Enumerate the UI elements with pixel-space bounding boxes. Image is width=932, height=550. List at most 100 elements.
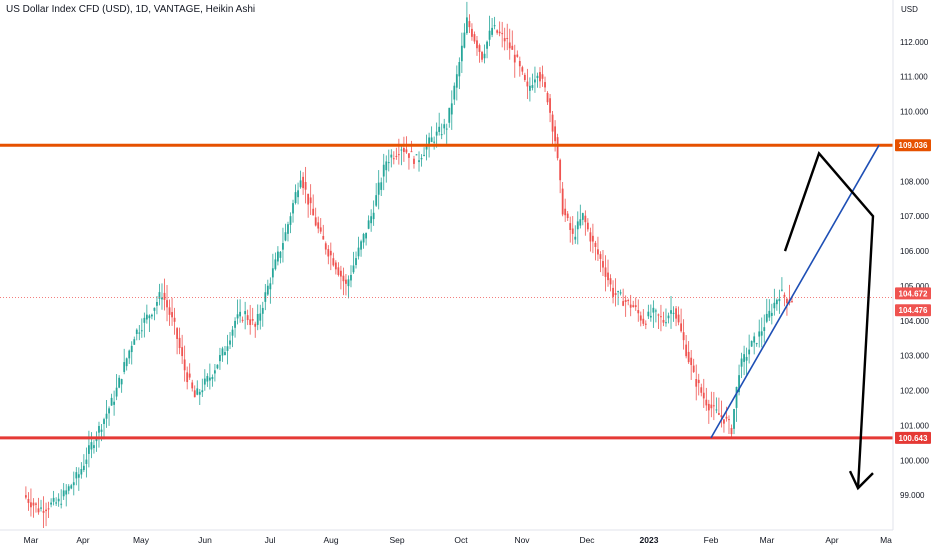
candle-body xyxy=(720,415,723,418)
candle-body xyxy=(743,354,745,362)
candle-body xyxy=(108,408,110,414)
candle-body xyxy=(526,81,529,87)
price-tick-label: 107.000 xyxy=(900,212,929,221)
candle-body xyxy=(433,141,436,143)
candle-body xyxy=(30,502,32,508)
candle-body xyxy=(594,242,597,247)
candles-group xyxy=(25,1,793,529)
candle-body xyxy=(85,459,88,464)
candle-body xyxy=(329,250,332,256)
candle-body xyxy=(45,509,47,512)
candle-body xyxy=(541,74,544,79)
currency-label: USD xyxy=(901,5,918,14)
candle-body xyxy=(25,495,27,498)
candle-body xyxy=(196,388,199,395)
price-axis[interactable]: USD 99.000 100.000 101.000 102.000 103.000 104… xyxy=(892,0,929,530)
candle-body xyxy=(599,254,602,259)
candle-body xyxy=(98,425,100,433)
candle-body xyxy=(534,79,536,83)
candle-body xyxy=(161,297,163,300)
candle-body xyxy=(130,345,133,353)
price-tick-label: 99.000 xyxy=(900,491,925,500)
candle-body xyxy=(778,298,781,302)
candle-body xyxy=(503,38,506,42)
candle-body xyxy=(667,315,670,319)
candle-body xyxy=(438,126,441,132)
candle-body xyxy=(135,329,138,334)
candle-body xyxy=(72,482,75,486)
candle-body xyxy=(163,292,166,300)
candle-body xyxy=(455,74,458,88)
price-tick-label: 111.000 xyxy=(900,73,928,82)
candle-body xyxy=(413,158,415,164)
time-axis[interactable]: Mar Apr May Jun Jul Aug Sep Oct Nov Dec 2023 Feb Mar… xyxy=(0,529,893,545)
candle-body xyxy=(392,158,395,160)
price-tick-label: 108.000 xyxy=(900,177,929,186)
candle-body xyxy=(206,376,209,382)
candle-body xyxy=(299,180,302,188)
price-label-badge: 104.672 xyxy=(895,287,931,300)
candle-body xyxy=(42,510,45,513)
candle-body xyxy=(65,490,68,495)
candle-body xyxy=(82,465,85,471)
candle-body xyxy=(70,485,73,489)
time-tick-label: Ma xyxy=(880,535,892,545)
candle-body xyxy=(450,103,453,115)
candle-body xyxy=(529,85,531,91)
candle-body xyxy=(67,486,70,491)
candle-body xyxy=(352,265,355,273)
candle-body xyxy=(261,307,264,314)
candle-body xyxy=(448,107,451,123)
candle-body xyxy=(231,329,234,336)
candle-body xyxy=(755,343,758,345)
candle-body xyxy=(340,270,342,277)
price-label-bg xyxy=(895,139,931,152)
candle-body xyxy=(531,85,534,88)
candle-body xyxy=(327,249,330,257)
candle-body xyxy=(748,349,751,355)
candle-body xyxy=(488,30,491,40)
candle-body xyxy=(55,502,58,504)
candle-body xyxy=(322,235,325,240)
candle-body xyxy=(224,352,226,356)
candle-body xyxy=(549,98,551,113)
candle-body xyxy=(287,224,289,234)
candle-body xyxy=(723,419,725,424)
candle-body xyxy=(627,300,630,302)
candle-body xyxy=(50,502,52,505)
candle-body xyxy=(750,340,753,347)
candle-body xyxy=(564,208,567,216)
candle-body xyxy=(632,305,635,307)
candle-body xyxy=(151,314,153,317)
candle-body xyxy=(93,445,95,449)
candle-body xyxy=(284,232,287,241)
candle-body xyxy=(145,314,148,320)
time-tick-label: Dec xyxy=(579,535,595,545)
candle-body xyxy=(362,233,365,243)
candle-body xyxy=(740,358,743,367)
candle-body xyxy=(120,379,123,385)
candle-body xyxy=(360,241,362,250)
candle-body xyxy=(539,72,541,82)
candle-body xyxy=(702,392,705,399)
candle-body xyxy=(397,154,400,156)
candle-body xyxy=(614,293,617,296)
candle-body xyxy=(80,469,83,475)
price-label-badge: 104.476 xyxy=(895,304,931,317)
candle-body xyxy=(181,347,184,357)
candle-body xyxy=(385,161,388,171)
candle-body xyxy=(763,327,766,331)
candle-body xyxy=(125,358,128,367)
candle-body xyxy=(581,213,584,220)
candle-body xyxy=(675,308,677,319)
candle-body xyxy=(110,397,113,406)
candle-body xyxy=(460,45,463,62)
candle-body xyxy=(554,126,556,142)
candle-body xyxy=(715,409,718,411)
candle-body xyxy=(176,328,178,339)
candle-body xyxy=(471,28,473,37)
candle-body xyxy=(193,390,196,398)
candle-body xyxy=(682,332,685,341)
projection-arrowhead xyxy=(848,470,874,491)
